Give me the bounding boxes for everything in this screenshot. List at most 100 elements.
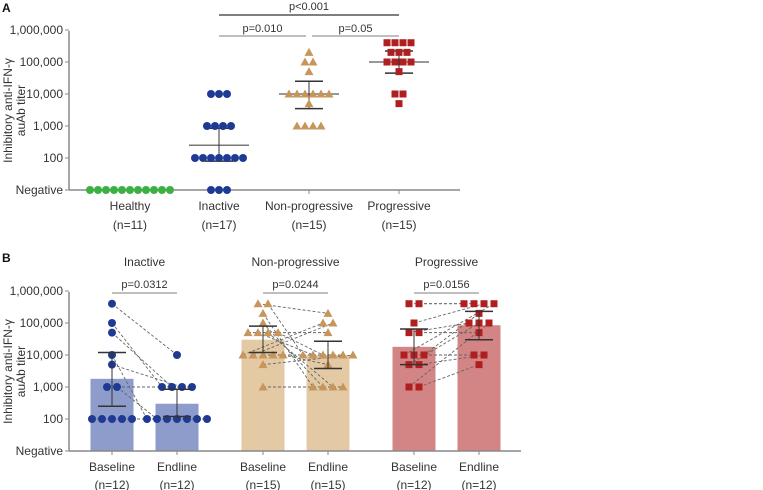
panel-b-label: B [2,251,11,265]
y-tick-label: 100,000 [20,316,64,330]
y-tick-label: 1,000,000 [10,23,64,37]
data-point-non-progressive [316,89,326,98]
data-point-healthy [150,186,158,194]
y-axis-title-line1: Inhibitory anti-IFN-γ [1,58,15,163]
data-point-non-progressive [308,89,318,98]
paired-line [262,354,354,366]
data-point-healthy [86,186,94,194]
data-point-baseline [243,328,253,337]
data-point-inactive [223,186,231,194]
paired-line [111,364,183,388]
paired-line [267,332,334,388]
data-point-progressive [395,68,403,76]
y-tick-label: 10,000 [26,87,63,101]
x-n-baseline: (n=15) [245,478,280,490]
data-point-inactive [199,154,207,162]
x-label-endline: Endline [157,460,197,474]
data-point-endline [203,415,211,423]
group-title: Non-progressive [251,255,339,269]
x-label-baseline: Baseline [391,460,437,474]
data-point-baseline [268,350,278,359]
data-point-inactive [203,122,211,130]
data-point-inactive [191,154,199,162]
data-point-baseline [258,308,268,317]
data-point-endline [465,319,473,327]
data-point-inactive [207,154,215,162]
x-n-endline: (n=15) [310,478,345,490]
y-tick-label: 100,000 [20,55,64,69]
x-label-baseline: Baseline [89,460,135,474]
data-point-endline [143,415,151,423]
x-category-label: Non-progressive [265,199,353,213]
data-point-baseline [238,350,248,359]
y-tick-label: 1,000 [33,119,63,133]
data-point-non-progressive [300,57,310,66]
x-category-label: Inactive [198,199,240,213]
paired-line [111,322,163,388]
x-category-label: Healthy [110,199,151,213]
data-point-inactive [215,154,223,162]
data-point-endline [318,382,328,391]
x-n-endline: (n=12) [461,478,496,490]
data-point-progressive [403,48,411,56]
p-value-label: p=0.0244 [272,279,318,291]
data-point-inactive [207,90,215,98]
data-point-inactive [215,90,223,98]
data-point-non-progressive [304,99,314,108]
paired-line [408,322,480,366]
paired-line [267,303,304,356]
y-axis-title: Inhibitory anti-IFN-γauAb titer [1,58,28,163]
y-tick-label: 1,000 [33,380,63,394]
x-label-endline: Endline [459,460,499,474]
data-point-endline [470,351,478,359]
data-point-baseline [278,350,288,359]
data-point-baseline [415,383,423,391]
p-value-label: p=0.05 [339,23,373,35]
data-point-baseline [258,360,268,369]
data-point-healthy [94,186,102,194]
data-point-baseline [405,383,413,391]
data-point-endline [308,350,318,359]
y-tick-label: Negative [16,444,64,458]
data-point-baseline [258,350,268,359]
data-point-baseline [108,319,116,327]
data-point-progressive [383,39,391,47]
data-point-inactive [215,186,223,194]
data-point-healthy [102,186,110,194]
data-point-baseline [420,351,428,359]
data-point-endline [298,350,308,359]
data-point-baseline [405,329,413,337]
data-point-inactive [211,122,219,130]
data-point-baseline [258,318,268,327]
data-point-baseline [128,415,136,423]
data-point-baseline [263,299,273,308]
data-point-endline [475,361,483,369]
data-point-baseline [108,415,116,423]
paired-line [111,303,178,356]
data-point-endline [153,415,161,423]
x-n-endline: (n=12) [159,478,194,490]
data-point-endline [338,382,348,391]
x-label-baseline: Baseline [240,460,286,474]
x-category-n: (n=15) [291,218,326,232]
data-point-healthy [110,186,118,194]
x-category-n: (n=17) [201,218,236,232]
bars-layer [90,325,501,451]
bar-endline [457,325,501,451]
panel-b-chart: 1,000,000 100,000 10,000 1,000 100 Negative In… [1,255,521,490]
data-point-endline [193,415,201,423]
data-point-progressive [383,58,391,66]
data-point-baseline [410,319,418,327]
data-point-endline [490,300,498,308]
data-point-baseline [405,300,413,308]
data-point-non-progressive [300,89,310,98]
data-point-baseline [415,329,423,337]
y-tick-label: 10,000 [26,348,63,362]
data-point-non-progressive [284,89,294,98]
data-point-endline [318,318,328,327]
data-point-non-progressive [292,89,302,98]
data-point-healthy [126,186,134,194]
data-point-healthy [166,186,174,194]
data-point-baseline [415,300,423,308]
data-point-baseline [258,382,268,391]
